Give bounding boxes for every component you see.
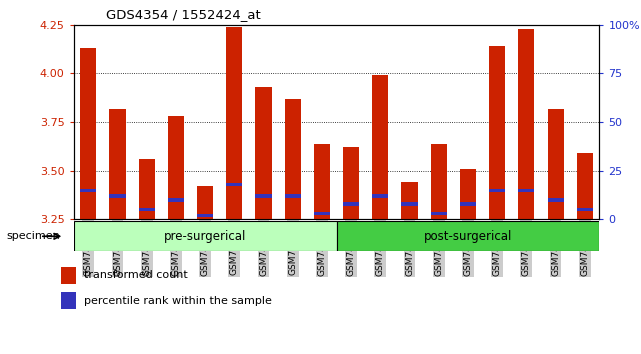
Bar — [226, 27, 242, 219]
Bar — [547, 109, 563, 219]
Bar — [314, 143, 330, 219]
Bar — [197, 214, 213, 217]
Bar — [285, 99, 301, 219]
Bar — [547, 198, 563, 202]
Bar — [138, 159, 154, 219]
Bar — [519, 189, 535, 192]
Bar — [80, 189, 96, 192]
Bar — [61, 267, 76, 284]
Text: GDS4354 / 1552424_at: GDS4354 / 1552424_at — [106, 8, 260, 21]
Bar — [197, 187, 213, 219]
Bar — [372, 75, 388, 219]
Bar — [110, 194, 126, 198]
Text: percentile rank within the sample: percentile rank within the sample — [84, 296, 272, 306]
Bar — [168, 116, 184, 219]
Bar — [138, 208, 154, 211]
Bar — [256, 194, 272, 198]
Bar — [460, 169, 476, 219]
Bar — [519, 29, 535, 219]
Bar — [61, 292, 76, 309]
Bar — [110, 109, 126, 219]
Bar — [401, 202, 417, 206]
Bar — [337, 221, 599, 251]
Bar — [431, 143, 447, 219]
Bar — [460, 202, 476, 206]
Bar — [256, 87, 272, 219]
Bar — [168, 198, 184, 202]
Bar — [577, 153, 593, 219]
Bar — [372, 194, 388, 198]
Bar — [80, 48, 96, 219]
Bar — [285, 194, 301, 198]
Text: post-surgerical: post-surgerical — [424, 230, 512, 243]
Bar — [401, 183, 417, 219]
Bar — [343, 202, 359, 206]
Bar — [489, 189, 505, 192]
Text: transformed count: transformed count — [84, 270, 188, 280]
Bar — [74, 221, 337, 251]
Bar — [314, 212, 330, 215]
Bar — [577, 208, 593, 211]
Text: specimen: specimen — [6, 231, 60, 241]
Text: pre-surgerical: pre-surgerical — [164, 230, 246, 243]
Bar — [343, 147, 359, 219]
Bar — [226, 183, 242, 186]
Bar — [489, 46, 505, 219]
Bar — [431, 212, 447, 215]
